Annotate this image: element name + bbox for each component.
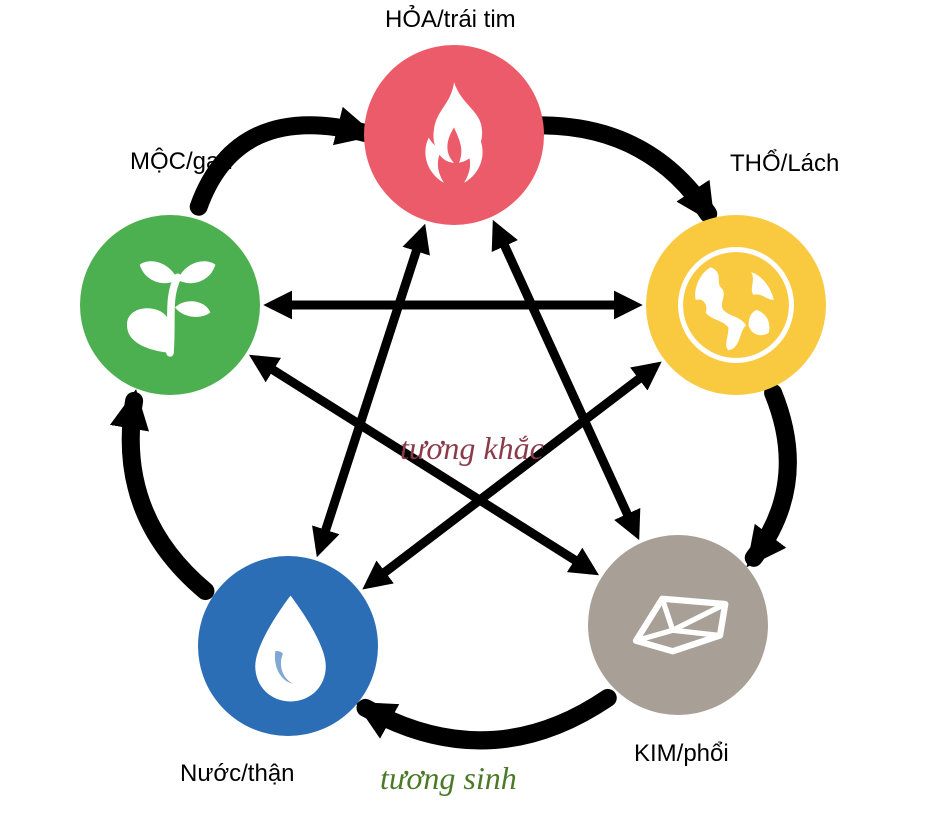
node-label-metal: KIM/phổi (634, 740, 729, 768)
outer-arrow-metal-water (365, 698, 607, 740)
outer-arrow-water-wood (131, 401, 206, 591)
outer-arrow-fire-earth (543, 125, 708, 213)
flame-icon (364, 45, 544, 225)
sprout-icon (80, 215, 260, 395)
outer-arrow-earth-metal (754, 393, 788, 558)
center-label-khac: tương khắc (400, 430, 544, 467)
drop-icon (198, 556, 378, 736)
ingot-icon (588, 535, 768, 715)
star-arrow-water-fire (320, 232, 423, 549)
node-earth (646, 215, 826, 395)
center-label-sinh: tương sinh (380, 760, 517, 797)
node-wood (80, 215, 260, 395)
star-arrow-fire-metal (496, 228, 635, 532)
node-water (198, 556, 378, 736)
node-metal (588, 535, 768, 715)
five-elements-diagram: HỎA/trái tim THỔ/Lách KIM/phổi Nước/thận MỘC… (0, 0, 937, 822)
globe-icon (646, 215, 826, 395)
node-label-earth: THỔ/Lách (730, 150, 839, 178)
node-label-wood: MỘC/gan (130, 148, 233, 176)
node-label-water: Nước/thận (180, 760, 295, 788)
node-fire (364, 45, 544, 225)
node-label-fire: HỎA/trái tim (385, 6, 516, 34)
